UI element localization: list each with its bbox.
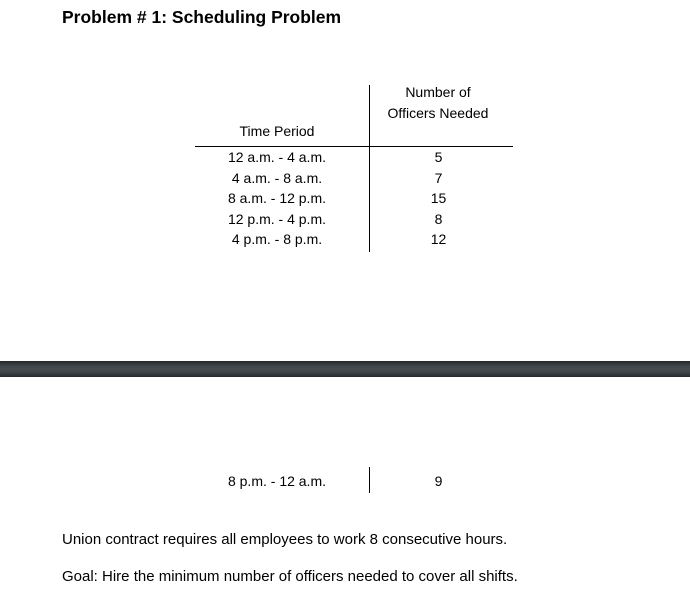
table-row-continued: 8 p.m. - 12 a.m. 9 <box>195 471 513 491</box>
time-period-cell: 12 a.m. - 4 a.m. <box>227 149 327 166</box>
time-period-cell: 8 a.m. - 12 p.m. <box>227 190 327 207</box>
page-break-divider <box>0 361 690 377</box>
table-header-rule <box>195 146 513 147</box>
document-page-2: 8 p.m. - 12 a.m. 9 Union contract requir… <box>0 377 690 598</box>
officers-needed-cell: 12 <box>430 231 447 248</box>
table-rows: 12 a.m. - 4 a.m. 5 4 a.m. - 8 a.m. 7 8 a… <box>195 147 513 250</box>
table-row: 4 a.m. - 8 a.m. 7 <box>195 168 513 189</box>
officers-needed-cell: 9 <box>434 473 443 489</box>
officers-needed-cell: 7 <box>434 169 443 186</box>
officers-needed-cell: 15 <box>430 190 447 207</box>
time-period-cell: 4 p.m. - 8 p.m. <box>231 231 323 248</box>
table-row: 12 a.m. - 4 a.m. 5 <box>195 147 513 168</box>
time-period-cell: 8 p.m. - 12 a.m. <box>227 473 327 489</box>
table-row: 4 p.m. - 8 p.m. 12 <box>195 229 513 250</box>
time-period-cell: 12 p.m. - 4 p.m. <box>227 210 327 227</box>
problem-title: Problem # 1: Scheduling Problem <box>62 7 342 27</box>
table-row: 12 p.m. - 4 p.m. 8 <box>195 209 513 230</box>
time-period-cell: 4 a.m. - 8 a.m. <box>231 169 323 186</box>
officers-needed-header-line2: Officers Needed <box>387 104 489 121</box>
time-period-header: Time Period <box>239 123 315 139</box>
officers-needed-header-line1: Number of <box>405 84 471 100</box>
table-column-divider <box>369 85 370 252</box>
officers-needed-cell: 5 <box>434 149 443 166</box>
table-row: 8 a.m. - 12 p.m. 15 <box>195 188 513 209</box>
goal-note: Goal: Hire the minimum number of officer… <box>62 568 518 585</box>
officers-needed-cell: 8 <box>434 210 443 227</box>
document-page-1: Problem # 1: Scheduling Problem Number o… <box>62 7 513 252</box>
table-column-divider-continued <box>369 467 370 493</box>
union-contract-note: Union contract requires all employees to… <box>62 531 508 548</box>
officers-needed-header: Number of Officers Needed <box>365 82 511 123</box>
